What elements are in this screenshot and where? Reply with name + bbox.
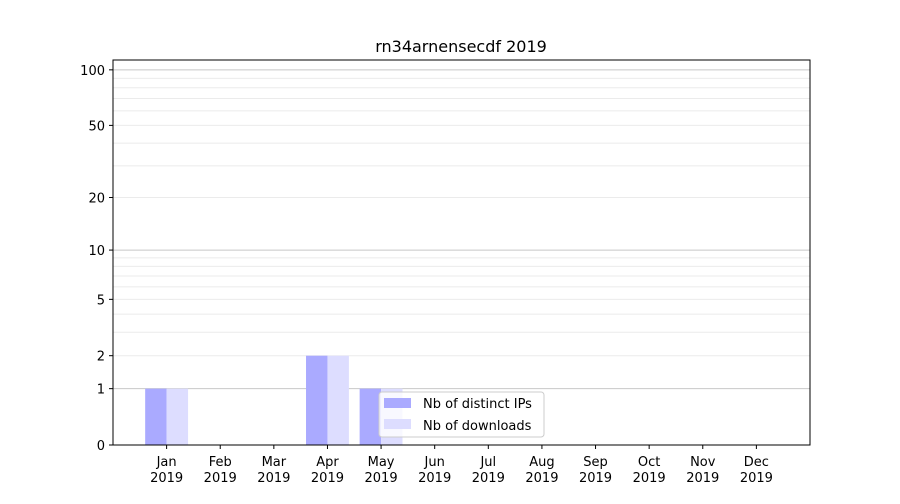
x-tick-label-year: 2019 <box>472 471 505 486</box>
legend: Nb of distinct IPs Nb of downloads <box>378 391 545 438</box>
x-tick-label-year: 2019 <box>525 471 558 486</box>
x-tick-label-month: Dec <box>744 455 769 470</box>
x-tick-label-year: 2019 <box>686 471 719 486</box>
legend-frame <box>378 391 545 438</box>
x-tick-label-year: 2019 <box>365 471 398 486</box>
y-tick-label: 5 <box>97 293 105 308</box>
x-tick-label-month: Jan <box>156 455 177 470</box>
x-tick-label-month: Apr <box>316 455 339 470</box>
x-tick-label-year: 2019 <box>579 471 612 486</box>
bar-ips-may <box>359 388 382 445</box>
bar-downloads-jan <box>166 388 189 445</box>
legend-label-downloads: Nb of downloads <box>423 419 532 434</box>
x-tick-label-year: 2019 <box>257 471 290 486</box>
x-tick-label-month: Oct <box>638 455 660 470</box>
bar-downloads-apr <box>327 355 349 445</box>
x-tick-label-month: Jul <box>479 455 496 470</box>
y-tick-label: 50 <box>88 119 105 134</box>
x-tick-label-year: 2019 <box>633 471 666 486</box>
bar-ips-jan <box>145 388 167 445</box>
x-tick-label-month: Feb <box>209 455 232 470</box>
x-tick-label-year: 2019 <box>150 471 183 486</box>
legend-swatch-downloads <box>384 419 411 429</box>
y-tick-label: 10 <box>88 244 105 259</box>
y-tick-label: 2 <box>97 350 105 365</box>
x-tick-label-month: Jun <box>424 455 445 470</box>
y-tick-label: 20 <box>88 192 105 207</box>
x-tick-label-month: Mar <box>262 455 287 470</box>
legend-swatch-ips <box>384 398 411 408</box>
x-tick-label-month: Sep <box>583 455 608 470</box>
x-tick-label-year: 2019 <box>204 471 237 486</box>
x-tick-label-year: 2019 <box>418 471 451 486</box>
plot-frame <box>112 59 811 446</box>
y-tick-label: 0 <box>97 439 105 454</box>
x-tick-label-year: 2019 <box>311 471 344 486</box>
x-tick-label-year: 2019 <box>740 471 773 486</box>
x-tick-label-month: Nov <box>690 455 716 470</box>
bar-ips-apr <box>306 355 328 445</box>
x-tick-label-month: May <box>368 455 395 470</box>
y-tick-label: 1 <box>97 383 105 398</box>
legend-label-ips: Nb of distinct IPs <box>423 397 532 412</box>
y-tick-label: 100 <box>80 64 105 79</box>
chart-title: rn34arnensecdf 2019 <box>375 37 547 56</box>
x-tick-label-month: Aug <box>529 455 554 470</box>
